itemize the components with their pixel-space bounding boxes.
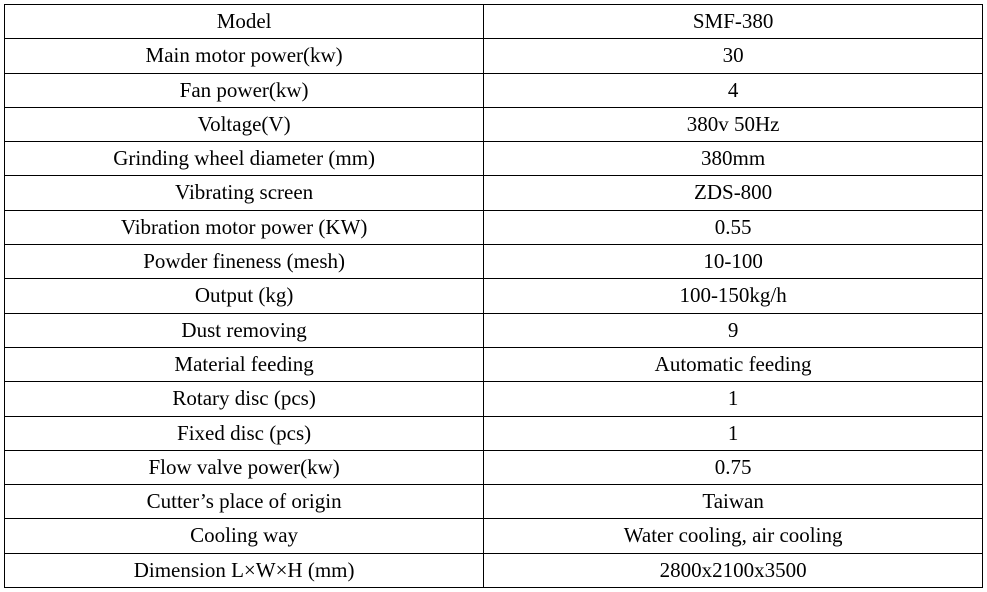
spec-value: 4 (484, 73, 983, 107)
spec-value: Automatic feeding (484, 347, 983, 381)
table-row: Output (kg) 100-150kg/h (5, 279, 983, 313)
spec-value: 380v 50Hz (484, 107, 983, 141)
spec-value: 0.55 (484, 210, 983, 244)
spec-label: Flow valve power(kw) (5, 450, 484, 484)
table-row: Rotary disc (pcs) 1 (5, 382, 983, 416)
spec-value: 100-150kg/h (484, 279, 983, 313)
table-row: Vibration motor power (KW) 0.55 (5, 210, 983, 244)
spec-value: 2800x2100x3500 (484, 553, 983, 587)
spec-value: 1 (484, 382, 983, 416)
spec-label: Rotary disc (pcs) (5, 382, 484, 416)
spec-label: Cutter’s place of origin (5, 485, 484, 519)
table-row: Dimension L×W×H (mm) 2800x2100x3500 (5, 553, 983, 587)
table-row: Fixed disc (pcs) 1 (5, 416, 983, 450)
spec-label: Model (5, 5, 484, 39)
spec-value: Taiwan (484, 485, 983, 519)
table-row: Model SMF-380 (5, 5, 983, 39)
spec-label: Grinding wheel diameter (mm) (5, 142, 484, 176)
spec-label: Cooling way (5, 519, 484, 553)
spec-table-body: Model SMF-380 Main motor power(kw) 30 Fa… (5, 5, 983, 588)
spec-label: Material feeding (5, 347, 484, 381)
table-row: Flow valve power(kw) 0.75 (5, 450, 983, 484)
spec-table: Model SMF-380 Main motor power(kw) 30 Fa… (4, 4, 983, 588)
table-row: Grinding wheel diameter (mm) 380mm (5, 142, 983, 176)
table-row: Voltage(V) 380v 50Hz (5, 107, 983, 141)
spec-value: 1 (484, 416, 983, 450)
table-row: Main motor power(kw) 30 (5, 39, 983, 73)
spec-value: 0.75 (484, 450, 983, 484)
table-row: Fan power(kw) 4 (5, 73, 983, 107)
table-row: Powder fineness (mesh) 10-100 (5, 245, 983, 279)
spec-label: Output (kg) (5, 279, 484, 313)
spec-label: Dimension L×W×H (mm) (5, 553, 484, 587)
table-row: Material feeding Automatic feeding (5, 347, 983, 381)
spec-value: 9 (484, 313, 983, 347)
spec-label: Dust removing (5, 313, 484, 347)
spec-label: Vibrating screen (5, 176, 484, 210)
spec-label: Powder fineness (mesh) (5, 245, 484, 279)
table-row: Vibrating screen ZDS-800 (5, 176, 983, 210)
spec-label: Fixed disc (pcs) (5, 416, 484, 450)
table-row: Dust removing 9 (5, 313, 983, 347)
spec-value: ZDS-800 (484, 176, 983, 210)
spec-label: Voltage(V) (5, 107, 484, 141)
spec-value: Water cooling, air cooling (484, 519, 983, 553)
spec-value: 10-100 (484, 245, 983, 279)
spec-label: Vibration motor power (KW) (5, 210, 484, 244)
spec-value: 380mm (484, 142, 983, 176)
table-row: Cutter’s place of origin Taiwan (5, 485, 983, 519)
spec-label: Main motor power(kw) (5, 39, 484, 73)
table-row: Cooling way Water cooling, air cooling (5, 519, 983, 553)
spec-label: Fan power(kw) (5, 73, 484, 107)
spec-value: 30 (484, 39, 983, 73)
spec-value: SMF-380 (484, 5, 983, 39)
